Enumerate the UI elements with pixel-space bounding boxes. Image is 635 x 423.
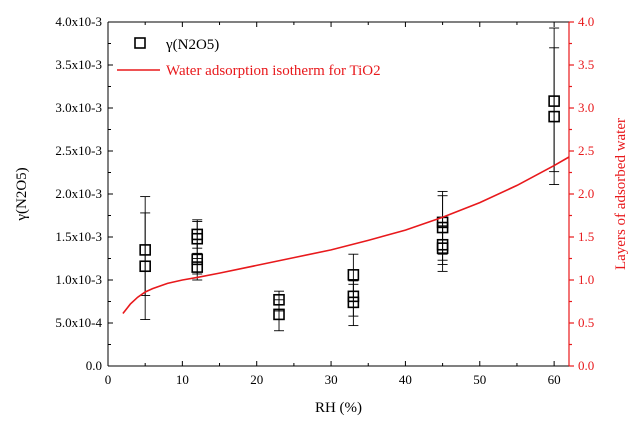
axes: 0 10 20 30 40 50 60 0.0 5.0x10-4 1.0x10-3 1.5x10-3…: [14, 14, 629, 416]
y-right-tick-label: 1.5: [578, 229, 594, 244]
y-right-tick-label: 2.0: [578, 186, 594, 201]
data-point: [139, 260, 151, 273]
y-right-tick-label: 0.5: [578, 315, 594, 330]
legend-label-gamma: γ(N2O5): [165, 37, 219, 53]
x-tick-label: 40: [399, 372, 412, 387]
x-tick-label: 50: [473, 372, 486, 387]
data-point: [191, 261, 204, 273]
y-right-tick-label: 3.0: [578, 100, 594, 115]
data-point: [273, 308, 285, 321]
x-tick-label: 20: [250, 372, 263, 387]
data-point: [347, 269, 360, 281]
y-left-tick-label: 2.5x10-3: [55, 143, 102, 158]
y-right-tick-label: 1.0: [578, 272, 594, 287]
data-point: [347, 296, 360, 309]
y-right-tick-label: 0.0: [578, 358, 594, 373]
data-point: [436, 242, 449, 254]
data-point: [548, 110, 560, 123]
y-right-tick-label: 2.5: [578, 143, 594, 158]
y-left-tick-label: 1.5x10-3: [55, 229, 102, 244]
y-left-axis-title: γ(N2O5): [14, 167, 30, 221]
y-left-tick-label: 3.5x10-3: [55, 57, 102, 72]
x-tick-label: 60: [548, 372, 561, 387]
legend: γ(N2O5) Water adsorption isotherm for TiO…: [117, 37, 381, 79]
legend-label-isotherm: Water adsorption isotherm for TiO2: [166, 63, 381, 79]
y-left-tick-label: 4.0x10-3: [55, 14, 102, 29]
y-right-axis-title: Layers of adsorbed water: [613, 118, 629, 270]
x-tick-label: 0: [105, 372, 112, 387]
x-tick-label: 10: [176, 372, 189, 387]
y-left-tick-label: 2.0x10-3: [55, 186, 102, 201]
y-left-tick-label: 1.0x10-3: [55, 272, 102, 287]
y-right-tick-label: 3.5: [578, 57, 594, 72]
y-right-tick-label: 4.0: [578, 14, 594, 29]
y-left-tick-label: 5.0x10-4: [55, 315, 102, 330]
series-layer: [122, 27, 570, 332]
x-axis-title: RH (%): [315, 400, 362, 416]
isotherm-line: [122, 156, 570, 314]
x-tick-label: 30: [325, 372, 338, 387]
y-left-tick-label: 3.0x10-3: [55, 100, 102, 115]
legend-marker-square: [134, 37, 146, 49]
y-left-tick-label: 0.0: [86, 358, 102, 373]
